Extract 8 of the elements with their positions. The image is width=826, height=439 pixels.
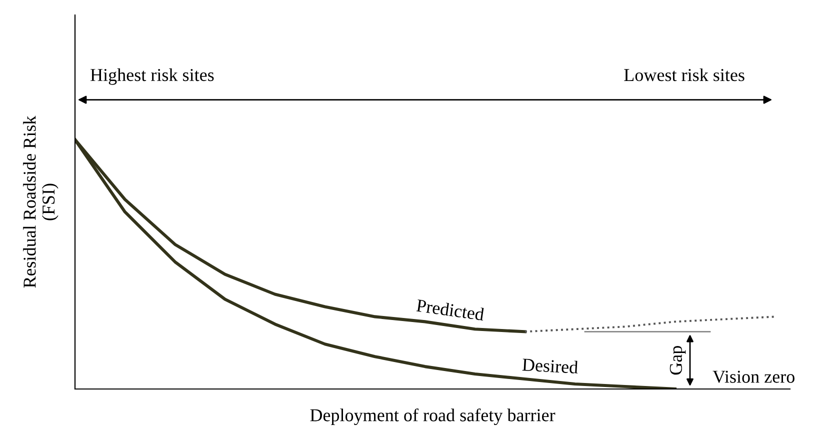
- text: Lowest risk sites: [624, 68, 744, 82]
- text: Predicted: [416, 298, 485, 321]
- y-axis-title: Residual Roadside Risk (FSI): [23, 116, 58, 288]
- annotation: Vision zero: [712, 370, 794, 383]
- ref-line-label: Gap: [670, 346, 686, 375]
- series-label: Desired: [522, 358, 578, 374]
- x-axis-title: Deployment of road safety barrier: [310, 408, 556, 426]
- text: Highest risk sites: [90, 68, 214, 85]
